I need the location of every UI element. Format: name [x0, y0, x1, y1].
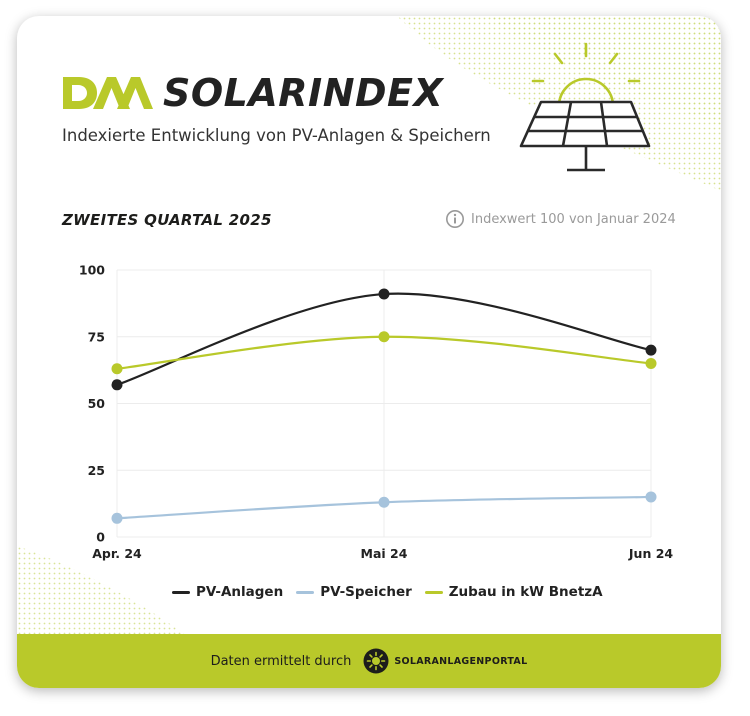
chart-grid	[116, 269, 652, 538]
index-note-text: Indexwert 100 von Januar 2024	[471, 211, 676, 227]
info-icon	[446, 210, 464, 228]
data-point	[378, 331, 390, 343]
x-tick-label: Jun 24	[628, 546, 673, 561]
daa-logo-mark	[63, 77, 153, 109]
index-note: Indexwert 100 von Januar 2024	[445, 209, 676, 229]
y-tick-label: 50	[88, 396, 106, 411]
y-tick-label: 75	[88, 329, 105, 344]
solarindex-card: SOLARINDEX Indexierte Entwicklung von PV…	[17, 16, 721, 688]
chart-series-lines	[116, 292, 652, 520]
legend-item: Zubau in kW BnetzA	[424, 584, 603, 600]
data-point	[645, 357, 657, 369]
legend-swatch	[424, 590, 443, 594]
series-line	[116, 495, 652, 520]
legend-label: PV-Speicher	[320, 584, 412, 600]
quarter-label: ZWEITES QUARTAL 2025	[62, 211, 272, 229]
solarindex-logo: SOLARINDEX	[61, 74, 443, 112]
series-line	[116, 292, 652, 386]
portal-sun-logo-icon	[363, 648, 389, 674]
legend-item: PV-Anlagen	[172, 584, 283, 600]
data-point	[645, 344, 657, 356]
brand-title: SOLARINDEX	[163, 71, 444, 115]
data-point	[378, 288, 390, 300]
portal-name: SOLARANLAGENPORTAL	[394, 655, 528, 667]
legend-label: PV-Anlagen	[196, 584, 284, 600]
dot-wave-pattern-bottom-left	[17, 546, 187, 636]
page-subtitle: Indexierte Entwicklung von PV-Anlagen & …	[62, 126, 491, 145]
data-point	[645, 491, 657, 503]
x-tick-label: Mai 24	[361, 546, 408, 561]
legend-swatch	[172, 590, 190, 594]
legend-swatch	[296, 590, 315, 594]
y-tick-label: 100	[79, 263, 105, 278]
data-point	[111, 512, 123, 524]
sun-icon	[531, 42, 641, 108]
footer-bar: Daten ermittelt durch SOLARANLAGENPORTAL	[17, 634, 721, 688]
chart-legend: PV-Anlagen PV-Speicher Zubau in kW BnetzA	[172, 584, 616, 600]
legend-label: Zubau in kW BnetzA	[448, 584, 603, 600]
data-point	[111, 363, 123, 375]
series-line	[116, 335, 652, 370]
legend-item: PV-Speicher	[296, 584, 412, 600]
data-point	[378, 496, 390, 508]
y-tick-label: 25	[88, 463, 105, 478]
footer-text: Daten ermittelt durch	[210, 653, 352, 669]
data-point	[111, 379, 123, 391]
chart-series-points	[111, 288, 657, 524]
solar-panel-icon	[519, 42, 651, 172]
